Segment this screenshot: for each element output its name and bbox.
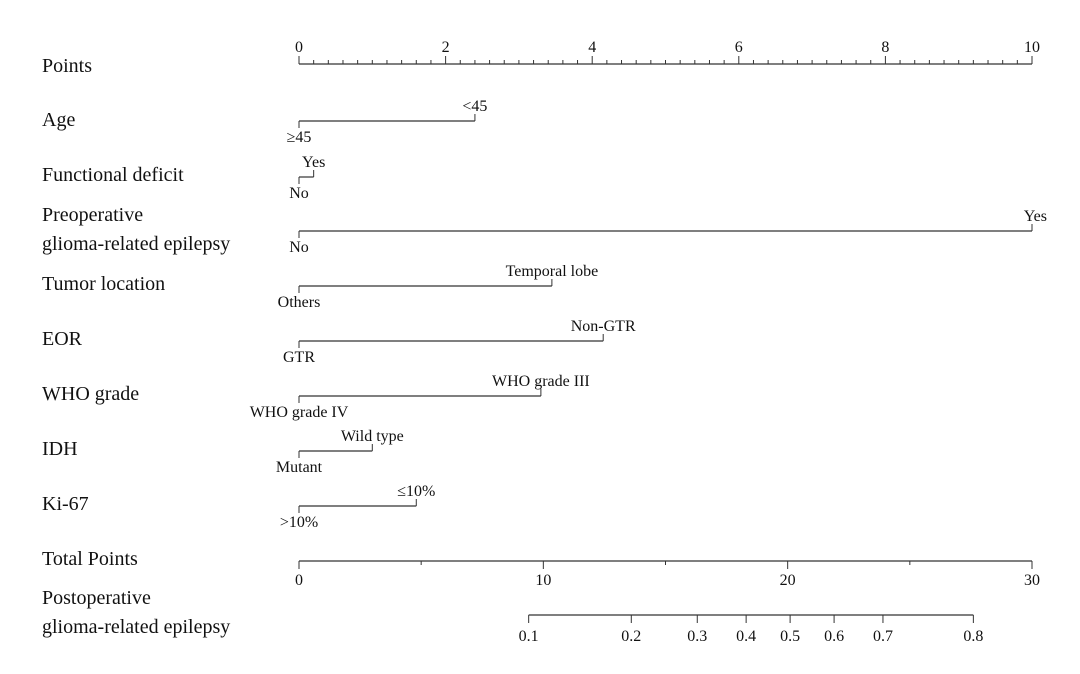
total-tick-label: 20 [780,572,796,589]
level-label: WHO grade IV [250,404,349,421]
variable-label-preoperative-glioma-related-epilepsy-line-2: glioma-related epilepsy [42,233,230,255]
level-label: ≥45 [287,129,312,146]
level-label: GTR [283,349,315,366]
total-points-label: Total Points [42,548,138,570]
level-label: <45 [462,98,487,115]
level-label: Yes [1024,208,1047,225]
outcome-tick-label: 0.1 [519,628,539,645]
outcome-tick-label: 0.8 [963,628,983,645]
level-label: Yes [302,154,325,171]
total-tick-label: 0 [295,572,303,589]
level-label: WHO grade III [492,373,590,390]
variable-label-tumor-location: Tumor location [42,273,165,295]
variable-label-functional-deficit: Functional deficit [42,164,184,186]
variable-label-age: Age [42,109,75,131]
outcome-tick-label: 0.2 [621,628,641,645]
outcome-tick-label: 0.6 [824,628,844,645]
level-label: Wild type [341,428,404,445]
total-tick-label: 10 [535,572,551,589]
variable-label-idh: IDH [42,438,78,460]
level-label: No [289,239,309,256]
points-tick-label: 0 [295,39,303,56]
total-tick-label: 30 [1024,572,1040,589]
points-tick-label: 10 [1024,39,1040,56]
points-tick-label: 4 [588,39,596,56]
variable-label-preoperative-glioma-related-epilepsy-line-1: Preoperative [42,204,143,226]
level-label: >10% [280,514,318,531]
chart-labels: Points 0 2 4 6 8 10 Age ≥45 <45 Functional deficit… [42,39,1047,645]
points-axis-label: Points [42,55,92,77]
outcome-tick-label: 0.4 [736,628,756,645]
points-tick-label: 6 [735,39,743,56]
level-label: Mutant [276,459,323,476]
outcome-tick-label: 0.7 [873,628,893,645]
points-tick-label: 2 [442,39,450,56]
axis-lines [298,56,1033,623]
level-label: Others [278,294,321,311]
level-label: No [289,185,309,202]
outcome-label-line-2: glioma-related epilepsy [42,616,230,638]
level-label: ≤10% [397,483,435,500]
level-label: Temporal lobe [506,263,599,280]
points-tick-label: 8 [881,39,889,56]
outcome-label-line-1: Postoperative [42,587,151,609]
variable-label-ki-67: Ki-67 [42,493,89,515]
outcome-tick-label: 0.3 [687,628,707,645]
variable-label-eor: EOR [42,328,83,350]
level-label: Non-GTR [571,318,636,335]
outcome-tick-label: 0.5 [780,628,800,645]
variable-label-who-grade: WHO grade [42,383,139,405]
